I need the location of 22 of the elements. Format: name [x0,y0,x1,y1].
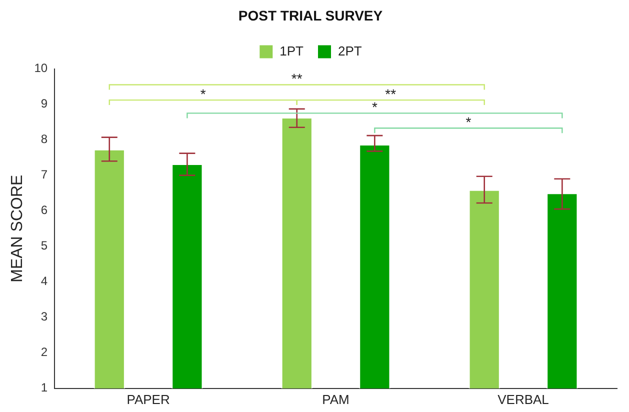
y-tick-label: 10 [34,61,48,76]
y-tick-label: 2 [40,345,48,360]
y-axis-title: MEAN SCORE [9,174,26,282]
legend-label: 2PT [338,43,362,58]
y-tick-label: 8 [40,132,48,146]
chart-title: POST TRIAL SURVEY [238,7,384,24]
y-tick-label: 4 [40,274,48,288]
annotation: * [466,114,472,130]
annotation: ** [291,70,303,87]
y-tick-label: 3 [40,310,48,324]
annotation: ** [385,86,397,102]
y-tick-label: 1 [40,380,48,395]
x-tick-label: PAM [322,392,350,407]
annotation: * [200,86,206,102]
y-tick-label: 6 [40,203,48,218]
x-tick-label: VERBAL [498,392,549,407]
y-tick-label: 5 [40,238,48,253]
y-tick-label: 9 [40,96,48,111]
y-tick-label: 7 [40,168,48,182]
legend-label: 1PT [280,43,304,58]
annotation: * [372,99,378,116]
x-tick-label: PAPER [126,392,170,407]
